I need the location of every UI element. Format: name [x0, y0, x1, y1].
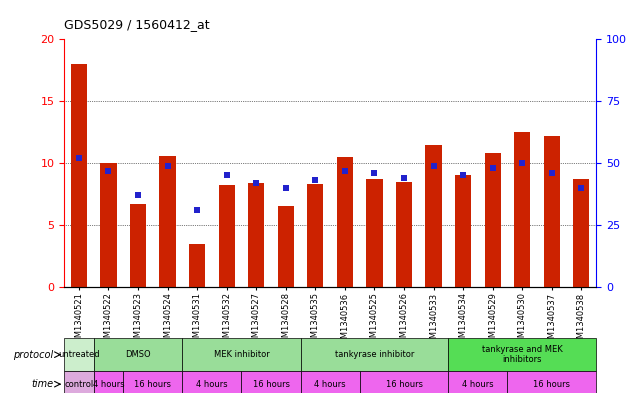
- Point: [488, 165, 498, 171]
- Bar: [189, 244, 205, 287]
- Text: DMSO: DMSO: [125, 350, 151, 359]
- Point: [340, 167, 350, 174]
- Point: [251, 180, 262, 186]
- Point: [192, 207, 203, 213]
- Bar: [573, 179, 590, 287]
- Bar: [301, 371, 360, 393]
- Bar: [64, 338, 94, 371]
- Bar: [123, 371, 182, 393]
- Text: MEK inhibitor: MEK inhibitor: [213, 350, 269, 359]
- Text: tankyrase inhibitor: tankyrase inhibitor: [335, 350, 414, 359]
- Point: [228, 245, 238, 251]
- Bar: [64, 371, 94, 393]
- Point: [576, 185, 587, 191]
- Bar: [182, 338, 301, 371]
- Point: [74, 155, 84, 161]
- Text: 16 hours: 16 hours: [385, 380, 422, 389]
- Bar: [337, 157, 353, 287]
- Text: untreated: untreated: [58, 350, 100, 359]
- Bar: [544, 136, 560, 287]
- Point: [399, 175, 409, 181]
- Text: 4 hours: 4 hours: [462, 380, 494, 389]
- Bar: [94, 338, 182, 371]
- Point: [228, 352, 238, 358]
- Point: [517, 160, 528, 166]
- Bar: [448, 338, 596, 371]
- Bar: [307, 184, 324, 287]
- Bar: [182, 371, 242, 393]
- Bar: [219, 185, 235, 287]
- Point: [222, 172, 232, 178]
- Bar: [366, 179, 383, 287]
- Text: 16 hours: 16 hours: [253, 380, 290, 389]
- Bar: [396, 182, 412, 287]
- Point: [547, 170, 557, 176]
- Text: 4 hours: 4 hours: [314, 380, 346, 389]
- Point: [458, 172, 468, 178]
- Bar: [448, 371, 508, 393]
- Point: [103, 167, 113, 174]
- Bar: [360, 371, 448, 393]
- Bar: [130, 204, 146, 287]
- Text: GDS5029 / 1560412_at: GDS5029 / 1560412_at: [64, 18, 210, 31]
- Text: protocol: protocol: [13, 350, 53, 360]
- Point: [310, 177, 320, 184]
- Text: 16 hours: 16 hours: [533, 380, 570, 389]
- Text: control: control: [64, 380, 94, 389]
- Bar: [242, 371, 301, 393]
- Bar: [278, 206, 294, 287]
- Bar: [160, 156, 176, 287]
- Bar: [508, 371, 596, 393]
- Bar: [514, 132, 530, 287]
- Bar: [455, 175, 471, 287]
- Bar: [485, 153, 501, 287]
- Point: [428, 162, 438, 169]
- Point: [369, 170, 379, 176]
- Bar: [301, 338, 448, 371]
- Bar: [248, 183, 264, 287]
- Point: [133, 192, 143, 198]
- Bar: [100, 163, 117, 287]
- Point: [281, 185, 291, 191]
- Text: time: time: [31, 379, 53, 389]
- Text: 4 hours: 4 hours: [196, 380, 228, 389]
- Text: 16 hours: 16 hours: [134, 380, 171, 389]
- Text: 4 hours: 4 hours: [92, 380, 124, 389]
- Bar: [426, 145, 442, 287]
- Bar: [71, 64, 87, 287]
- Bar: [94, 371, 123, 393]
- Text: tankyrase and MEK
inhibitors: tankyrase and MEK inhibitors: [482, 345, 563, 364]
- Point: [162, 162, 172, 169]
